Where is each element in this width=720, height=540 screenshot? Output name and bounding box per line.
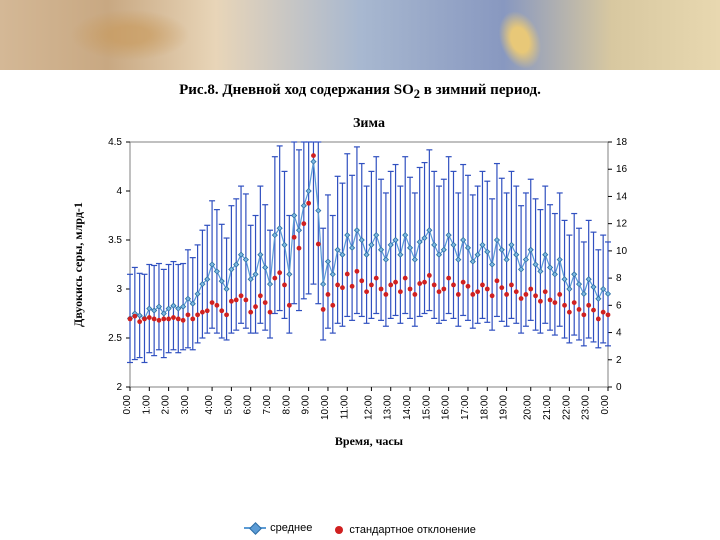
chart-container: Зима 2 2.5 3 3.5 4 4.5 0 2 4 6 8 10 12 14 16 18 0:00 1:00 2… [0, 107, 720, 527]
figure-caption: Рис.8. Дневной ход содержания SO2 в зимн… [0, 82, 720, 102]
svg-text:4:00: 4:00 [204, 395, 215, 415]
svg-text:8:00: 8:00 [281, 395, 292, 415]
svg-text:0:00: 0:00 [600, 395, 611, 415]
svg-text:20:00: 20:00 [523, 395, 534, 420]
svg-text:0: 0 [616, 382, 622, 393]
svg-text:4: 4 [116, 186, 122, 197]
svg-text:12: 12 [616, 219, 628, 230]
svg-text:10:00: 10:00 [320, 395, 331, 420]
svg-text:15:00: 15:00 [421, 395, 432, 420]
svg-text:13:00: 13:00 [383, 395, 394, 420]
svg-text:16:00: 16:00 [441, 395, 452, 420]
svg-text:2:00: 2:00 [161, 395, 172, 415]
svg-text:9:00: 9:00 [301, 395, 312, 415]
svg-text:4: 4 [616, 328, 622, 339]
svg-text:2: 2 [116, 382, 122, 393]
svg-text:22:00: 22:00 [561, 395, 572, 420]
chart-svg: Зима 2 2.5 3 3.5 4 4.5 0 2 4 6 8 10 12 14 16 18 0:00 1:00 2… [0, 107, 720, 492]
svg-text:3:00: 3:00 [180, 395, 191, 415]
svg-text:11:00: 11:00 [339, 395, 350, 420]
svg-text:1:00: 1:00 [141, 395, 152, 415]
svg-text:18: 18 [616, 137, 628, 148]
svg-text:0:00: 0:00 [122, 395, 133, 415]
svg-text:3.5: 3.5 [108, 235, 122, 246]
svg-text:17:00: 17:00 [460, 395, 471, 420]
svg-text:18:00: 18:00 [479, 395, 490, 420]
svg-text:10: 10 [616, 246, 628, 257]
svg-text:14: 14 [616, 191, 628, 202]
svg-text:Время, часы: Время, часы [335, 434, 404, 448]
svg-text:4.5: 4.5 [108, 137, 122, 148]
dot-icon [335, 526, 343, 534]
svg-text:23:00: 23:00 [581, 395, 592, 420]
svg-text:8: 8 [616, 273, 622, 284]
svg-text:Зима: Зима [353, 116, 385, 131]
caption-text-prefix: Рис.8. Дневной ход содержания SO [179, 82, 414, 98]
svg-text:3: 3 [116, 284, 122, 295]
caption-text-suffix: в зимний период. [420, 82, 541, 98]
svg-text:12:00: 12:00 [363, 395, 374, 420]
svg-text:2.5: 2.5 [108, 333, 122, 344]
svg-text:7:00: 7:00 [262, 395, 273, 415]
svg-text:16: 16 [616, 164, 628, 175]
svg-text:19:00: 19:00 [499, 395, 510, 420]
svg-text:6:00: 6:00 [243, 395, 254, 415]
svg-text:6: 6 [616, 300, 622, 311]
svg-text:2: 2 [616, 355, 622, 366]
svg-text:14:00: 14:00 [402, 395, 413, 420]
decorative-header [0, 0, 720, 70]
svg-text:21:00: 21:00 [542, 395, 553, 420]
svg-text:Двуокись серы, млрд-1: Двуокись серы, млрд-1 [71, 202, 85, 327]
svg-text:5:00: 5:00 [223, 395, 234, 415]
diamond-icon [244, 522, 266, 534]
